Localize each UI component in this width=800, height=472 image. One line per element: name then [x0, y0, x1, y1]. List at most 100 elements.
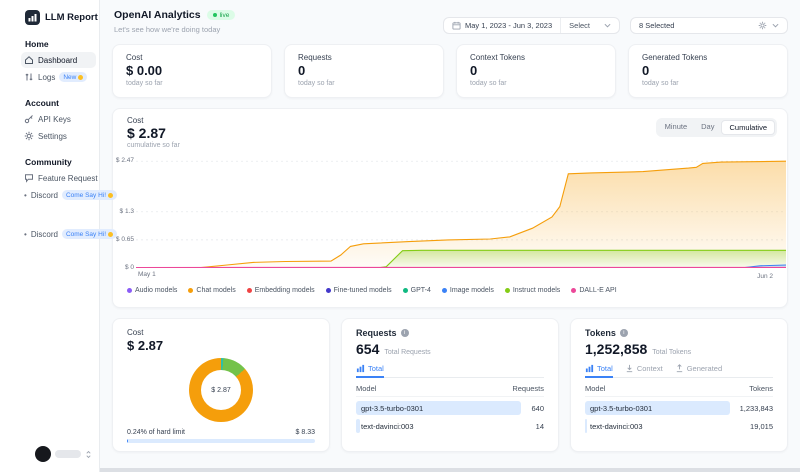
logs-icon	[24, 72, 34, 82]
home-icon	[24, 55, 34, 65]
sidebar-item-feature-request[interactable]: Feature Request	[21, 170, 96, 186]
requests-total-caption: Total Requests	[384, 349, 430, 356]
date-preset-select[interactable]: Select	[560, 18, 619, 33]
range-button-day[interactable]: Day	[694, 120, 721, 135]
legend-label: GPT-4	[411, 287, 431, 294]
live-badge: live	[207, 10, 236, 20]
legend-item-instruct-models[interactable]: Instruct models	[505, 287, 560, 294]
legend-item-chat-models[interactable]: Chat models	[188, 287, 235, 294]
stat-caption: today so far	[470, 80, 602, 87]
requests-total: 654	[356, 341, 379, 357]
sidebar-item-discord[interactable]: Discord Come Say Hi!	[21, 187, 96, 203]
sidebar-item-label: API Keys	[38, 115, 71, 124]
cost-area-chart	[136, 153, 786, 268]
chevron-down-icon	[604, 22, 611, 29]
bullet-icon	[24, 191, 27, 200]
legend-item-gpt-4[interactable]: GPT-4	[403, 287, 431, 294]
sidebar-item-logs[interactable]: Logs New	[21, 69, 96, 85]
horizontal-scrollbar[interactable]	[0, 468, 800, 472]
legend-label: Fine-tuned models	[334, 287, 392, 294]
sidebar-item-discord-2[interactable]: Discord Come Say Hi!	[21, 226, 96, 242]
cost-card-label: Cost	[127, 328, 315, 337]
table-row[interactable]: gpt-3.5-turbo-0301 1,233,843	[585, 401, 773, 415]
new-badge: New	[59, 72, 87, 82]
legend-item-embedding-models[interactable]: Embedding models	[247, 287, 315, 294]
y-axis-tick: $ 2.47	[116, 157, 134, 164]
model-requests-value: 640	[531, 404, 544, 413]
info-icon[interactable]	[620, 329, 628, 337]
bar-chart-icon	[585, 364, 594, 373]
range-button-minute[interactable]: Minute	[658, 120, 695, 135]
hard-limit-text: 0.24% of hard limit	[127, 429, 185, 436]
y-axis-tick: $ 1.3	[120, 208, 134, 215]
stat-card-requests: Requests 0 today so far	[284, 44, 444, 98]
legend-dot-icon	[326, 288, 331, 293]
table-row[interactable]: text-davinci:003 19,015	[585, 419, 773, 433]
range-toggle: Minute Day Cumulative	[656, 118, 777, 137]
legend-dot-icon	[188, 288, 193, 293]
column-header-requests: Requests	[512, 384, 544, 393]
sidebar-item-settings[interactable]: Settings	[21, 128, 96, 144]
legend-label: DALL-E API	[579, 287, 616, 294]
date-range-value: May 1, 2023 - Jun 3, 2023	[465, 21, 552, 30]
model-name: gpt-3.5-turbo-0301	[356, 404, 423, 413]
sidebar-item-label: Dashboard	[38, 56, 77, 65]
wave-emoji	[108, 232, 113, 237]
gear-icon	[758, 21, 767, 30]
stat-value: 0	[642, 63, 774, 78]
tab-context[interactable]: Context	[625, 364, 663, 378]
legend-item-image-models[interactable]: Image models	[442, 287, 494, 294]
stat-label: Generated Tokens	[642, 53, 774, 62]
legend-dot-icon	[247, 288, 252, 293]
stat-value: $ 0.00	[126, 63, 258, 78]
stat-caption: today so far	[126, 80, 258, 87]
legend-dot-icon	[403, 288, 408, 293]
legend-label: Image models	[450, 287, 494, 294]
tab-generated[interactable]: Generated	[675, 364, 722, 378]
stat-card-generated-tokens: Generated Tokens 0 today so far	[628, 44, 788, 98]
app-logo[interactable]: LLM Report	[0, 8, 99, 26]
user-menu[interactable]	[0, 442, 100, 466]
donut-center-label: $ 2.87	[211, 387, 230, 394]
arrow-down-icon	[625, 364, 634, 373]
range-button-cumulative[interactable]: Cumulative	[721, 120, 775, 135]
discord-badge[interactable]: Come Say Hi!	[62, 190, 117, 200]
wave-emoji	[108, 193, 113, 198]
discord-badge[interactable]: Come Say Hi!	[62, 229, 117, 239]
column-header-tokens: Tokens	[749, 384, 773, 393]
stat-label: Context Tokens	[470, 53, 602, 62]
y-axis-tick: $ 0	[125, 264, 134, 271]
legend-dot-icon	[571, 288, 576, 293]
models-select[interactable]: 8 Selected	[630, 17, 788, 34]
bottom-cards: Cost $ 2.87 $ 2.87 0.24% of hard limit $…	[112, 318, 788, 452]
tab-total[interactable]: Total	[356, 364, 384, 378]
sidebar-item-dashboard[interactable]: Dashboard	[21, 52, 96, 68]
model-name: text-davinci:003	[585, 422, 643, 431]
tab-total[interactable]: Total	[585, 364, 613, 378]
stat-card-cost: Cost $ 0.00 today so far	[112, 44, 272, 98]
sidebar: LLM Report Home Dashboard Logs New Accou…	[0, 0, 100, 472]
calendar-icon	[452, 21, 461, 30]
page-header: OpenAI Analytics live Let's see how we'r…	[114, 9, 235, 34]
cost-card-value: $ 2.87	[127, 338, 315, 353]
hard-limit-amount: $ 8.33	[296, 429, 315, 436]
table-row[interactable]: text-davinci:003 14	[356, 419, 544, 433]
stat-caption: today so far	[298, 80, 430, 87]
chevron-down-icon	[772, 22, 779, 29]
model-requests-value: 14	[536, 422, 544, 431]
y-axis-tick: $ 0.65	[116, 236, 134, 243]
chat-bubble-icon	[24, 173, 34, 183]
info-icon[interactable]	[401, 329, 409, 337]
date-range-control: May 1, 2023 - Jun 3, 2023 Select	[443, 17, 620, 34]
date-range-picker[interactable]: May 1, 2023 - Jun 3, 2023	[444, 18, 560, 33]
legend-item-fine-tuned-models[interactable]: Fine-tuned models	[326, 287, 392, 294]
legend-dot-icon	[442, 288, 447, 293]
stat-label: Requests	[298, 53, 430, 62]
requests-card: Requests 654 Total Requests Total Model …	[341, 318, 559, 452]
sidebar-item-api-keys[interactable]: API Keys	[21, 111, 96, 127]
legend-item-dall-e-api[interactable]: DALL-E API	[571, 287, 616, 294]
table-row[interactable]: gpt-3.5-turbo-0301 640	[356, 401, 544, 415]
legend-label: Chat models	[196, 287, 235, 294]
legend-item-audio-models[interactable]: Audio models	[127, 287, 177, 294]
stat-caption: today so far	[642, 80, 774, 87]
